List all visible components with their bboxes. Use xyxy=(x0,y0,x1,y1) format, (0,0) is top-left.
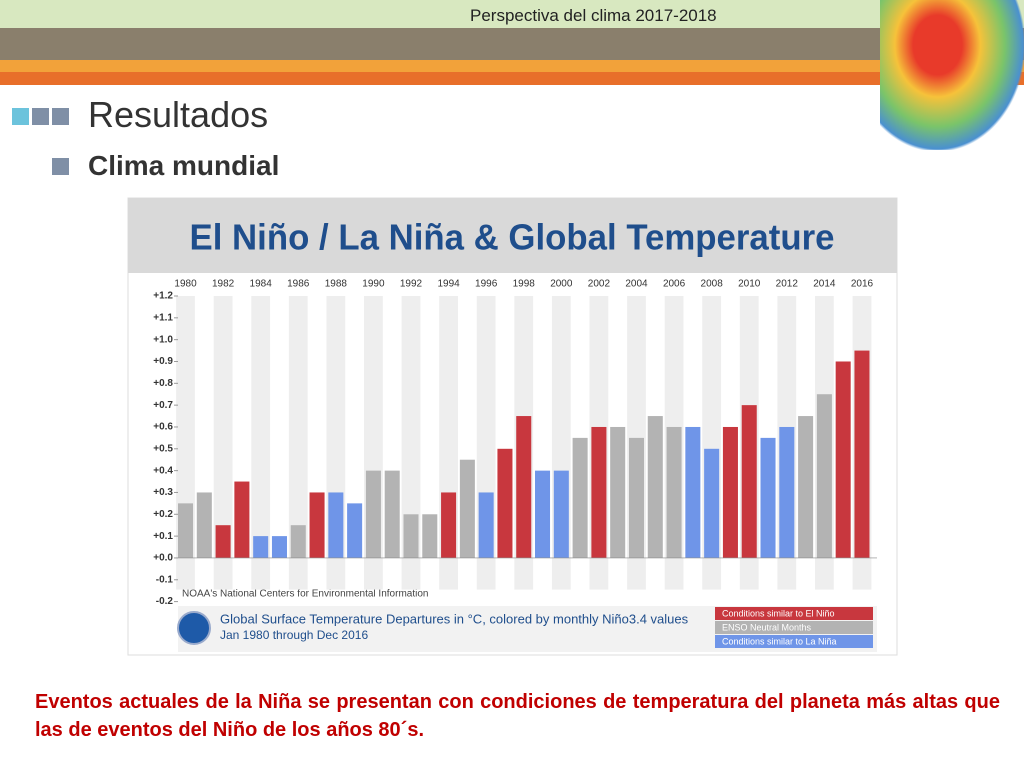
stripe xyxy=(213,296,233,590)
x-tick-label: 2000 xyxy=(550,279,573,290)
bar xyxy=(309,492,325,558)
x-tick-label: 1998 xyxy=(513,279,536,290)
bar xyxy=(365,470,381,558)
y-tick-label: +1.1 xyxy=(153,312,173,323)
bar xyxy=(422,514,438,558)
x-tick-label: 1980 xyxy=(174,279,197,290)
y-tick-label: +0.7 xyxy=(153,400,173,411)
x-tick-label: 1992 xyxy=(400,279,423,290)
x-tick-label: 2008 xyxy=(701,279,724,290)
bullet xyxy=(32,108,49,125)
y-tick-label: +0.2 xyxy=(153,509,173,520)
x-tick-label: 1990 xyxy=(362,279,385,290)
y-tick-label: -0.2 xyxy=(156,596,174,607)
legend-label: Conditions similar to La Niña xyxy=(722,636,837,646)
y-tick-label: +0.1 xyxy=(153,531,173,542)
x-tick-label: 1994 xyxy=(437,279,460,290)
bar xyxy=(741,405,757,558)
bar xyxy=(553,470,569,558)
x-tick-label: 1986 xyxy=(287,279,310,290)
legend-subtitle: Jan 1980 through Dec 2016 xyxy=(220,628,368,642)
x-tick-label: 2010 xyxy=(738,279,761,290)
caption: Eventos actuales de la Niña se presentan… xyxy=(35,691,1000,741)
y-tick-label: +0.8 xyxy=(153,378,173,389)
x-tick-label: 2004 xyxy=(625,279,648,290)
bar xyxy=(516,416,532,558)
header-text: Perspectiva del clima 2017-2018 xyxy=(470,6,717,25)
chart-title-band xyxy=(128,198,897,273)
legend-swatch xyxy=(715,621,873,634)
legend-swatch xyxy=(715,607,873,620)
x-tick-label: 2012 xyxy=(776,279,799,290)
bar xyxy=(704,448,720,558)
x-tick-label: 2014 xyxy=(813,279,836,290)
x-tick-label: 1988 xyxy=(325,279,348,290)
y-tick-label: +0.6 xyxy=(153,422,173,433)
y-tick-label: +1.0 xyxy=(153,334,173,345)
bar xyxy=(441,492,457,558)
bar xyxy=(854,350,870,558)
bar xyxy=(196,492,212,558)
x-tick-label: 1996 xyxy=(475,279,498,290)
x-tick-label: 2016 xyxy=(851,279,874,290)
legend-label: Conditions similar to El Niño xyxy=(722,608,835,618)
legend-label: ENSO Neutral Months xyxy=(722,622,812,632)
y-tick-label: +0.3 xyxy=(153,487,173,498)
bar xyxy=(628,437,644,558)
bar xyxy=(403,514,419,558)
header-map xyxy=(880,0,1024,150)
y-tick-label: +0.5 xyxy=(153,443,173,454)
stripe xyxy=(288,296,308,590)
bar xyxy=(478,492,494,558)
x-tick-label: 2002 xyxy=(588,279,611,290)
bar xyxy=(459,459,475,558)
bar xyxy=(835,361,851,558)
bar xyxy=(798,416,814,558)
bullet xyxy=(52,108,69,125)
bullet xyxy=(52,158,69,175)
x-tick-label: 1982 xyxy=(212,279,235,290)
bar xyxy=(253,536,269,558)
bar xyxy=(647,416,663,558)
bar xyxy=(271,536,287,558)
bar xyxy=(610,426,626,558)
bar xyxy=(497,448,513,558)
y-tick-label: +0.0 xyxy=(153,553,173,564)
bar xyxy=(328,492,344,558)
bar xyxy=(591,426,607,558)
bullet xyxy=(12,108,29,125)
legend-swatch xyxy=(715,635,873,648)
bar xyxy=(215,525,231,558)
bar xyxy=(722,426,738,558)
x-tick-label: 2006 xyxy=(663,279,686,290)
bar xyxy=(760,437,776,558)
bar xyxy=(666,426,682,558)
bar xyxy=(685,426,701,558)
slide-subtitle: Clima mundial xyxy=(88,150,280,181)
bar xyxy=(779,426,795,558)
header-band xyxy=(0,0,1024,85)
bar xyxy=(347,503,363,558)
slide-title: Resultados xyxy=(88,94,269,135)
bar xyxy=(572,437,588,558)
bar xyxy=(290,525,306,558)
y-tick-label: +0.9 xyxy=(153,356,173,367)
source: NOAA's National Centers for Environmenta… xyxy=(182,589,428,600)
legend-title: Global Surface Temperature Departures in… xyxy=(220,611,689,626)
y-tick-label: +1.2 xyxy=(153,291,173,302)
bar xyxy=(384,470,400,558)
bar xyxy=(234,481,250,558)
y-tick-label: +0.4 xyxy=(153,465,173,476)
noaa-logo xyxy=(177,611,211,645)
chart-title: El Niño / La Niña & Global Temperature xyxy=(190,217,835,258)
x-tick-label: 1984 xyxy=(250,279,273,290)
y-tick-label: -0.1 xyxy=(156,574,174,585)
bar xyxy=(178,503,194,558)
bar xyxy=(535,470,551,558)
stripe xyxy=(251,296,271,590)
bar xyxy=(816,394,832,558)
